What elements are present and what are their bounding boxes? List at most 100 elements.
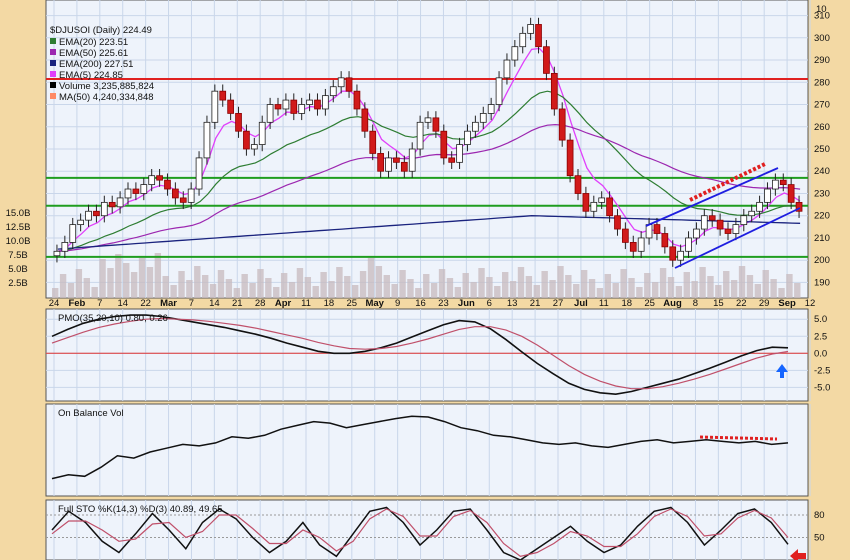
- volume-bar: [91, 287, 98, 298]
- volume-bar: [478, 268, 485, 298]
- candle-body: [779, 179, 787, 185]
- legend-swatch: [50, 82, 56, 88]
- volume-bar: [75, 269, 83, 298]
- volume-bar: [541, 271, 548, 298]
- y-tick-label: 220: [814, 211, 830, 222]
- volume-bar: [312, 286, 319, 298]
- x-axis-label: May: [365, 298, 384, 309]
- candle-body: [519, 32, 527, 48]
- blue-up-arrow-icon: [776, 364, 788, 378]
- legend-swatch: [50, 93, 56, 99]
- volume-bar: [336, 267, 343, 298]
- volume-bar: [83, 278, 90, 298]
- x-axis-label: 11: [301, 298, 311, 309]
- volume-bar: [217, 270, 225, 298]
- volume-tick-label: 2.5B: [8, 278, 28, 289]
- volume-bar: [178, 271, 185, 298]
- candle-body: [772, 179, 779, 190]
- candle-body: [543, 46, 550, 74]
- candle-body: [669, 246, 677, 261]
- candle-body: [298, 104, 306, 114]
- candle-body: [764, 188, 771, 203]
- x-axis-label: Aug: [663, 298, 682, 309]
- candle-body: [361, 108, 369, 132]
- pmo-series-line: [51, 317, 789, 390]
- candle-body: [677, 250, 684, 261]
- candle-body: [266, 104, 274, 123]
- volume-bar: [612, 283, 619, 298]
- x-axis-label: 9: [395, 298, 400, 309]
- volume-bar: [296, 268, 304, 298]
- candle-body: [424, 117, 432, 123]
- volume-bar: [391, 284, 398, 298]
- candle-body: [550, 72, 558, 110]
- candle-body: [227, 99, 234, 114]
- volume-bar: [430, 283, 438, 298]
- volume-bar: [107, 268, 114, 298]
- x-axis-label: 22: [140, 298, 151, 309]
- candle-body: [172, 188, 179, 199]
- candle-body: [211, 90, 219, 123]
- candle-body: [345, 77, 353, 92]
- candle-body: [693, 228, 700, 239]
- candle-body: [195, 157, 203, 190]
- x-axis-labels: 24 Feb 7 14 22 Mar 7 14 21 28 Apr 11 18 25 May 9 16 23 Jun…: [49, 298, 816, 309]
- volume-bar: [162, 276, 169, 298]
- candle-body: [558, 108, 566, 141]
- legend-swatch: [50, 71, 56, 77]
- sto-tick-label: 80: [814, 510, 825, 521]
- volume-bar: [154, 253, 162, 298]
- candle-body: [787, 184, 795, 203]
- candle-body: [148, 175, 156, 185]
- candle-body: [748, 210, 756, 217]
- sto-series-line: [51, 506, 789, 560]
- candle-body: [416, 121, 424, 150]
- candle-body: [250, 144, 258, 150]
- x-axis-label: 22: [736, 298, 747, 309]
- volume-bar: [423, 274, 430, 298]
- volume-bar: [359, 271, 367, 298]
- volume-bar: [628, 278, 635, 298]
- volume-bar: [99, 259, 106, 298]
- candle-body: [606, 197, 613, 217]
- x-axis-label: 21: [530, 298, 541, 309]
- legend-entry: EMA(5) 224.85: [59, 70, 123, 81]
- y-tick-label: 280: [814, 77, 830, 88]
- candle-body: [314, 99, 321, 110]
- volume-bar: [509, 281, 517, 298]
- volume-bar: [399, 270, 406, 298]
- x-axis-label: 7: [97, 298, 102, 309]
- candle-body: [377, 153, 384, 172]
- candle-body: [179, 197, 187, 203]
- volume-bar: [115, 254, 122, 298]
- candle-body: [258, 121, 266, 145]
- moving-averages: [57, 47, 801, 252]
- y-tick-label: 270: [814, 100, 830, 111]
- y-tick-label: 230: [814, 188, 830, 199]
- pmo-panel: [45, 308, 809, 402]
- x-axis-label: 14: [117, 298, 128, 309]
- candle-body: [590, 201, 598, 212]
- candle-body: [140, 184, 148, 194]
- volume-tick-label: 12.5B: [6, 222, 31, 233]
- candle-body: [795, 201, 803, 212]
- candle-body: [503, 59, 511, 79]
- ema200-line: [57, 215, 801, 250]
- candle-body: [108, 201, 116, 208]
- volume-bar: [438, 269, 446, 298]
- volume-bar: [644, 273, 651, 298]
- divergence-dotted-line: [689, 162, 766, 202]
- candle-body: [93, 210, 100, 217]
- candle-body: [582, 193, 590, 212]
- volume-bar: [636, 287, 643, 298]
- x-axis-label: 29: [759, 298, 770, 309]
- candle-body: [85, 210, 92, 221]
- volume-bar: [344, 276, 351, 298]
- volume-bar: [202, 275, 209, 298]
- volume-tick-label: 5.0B: [8, 264, 28, 275]
- x-axis-label: 24: [49, 298, 60, 309]
- sto-lines: 80 50: [46, 506, 825, 560]
- volume-bar: [280, 273, 288, 298]
- x-axis-label: 25: [644, 298, 655, 309]
- x-axis-label: Feb: [68, 298, 85, 309]
